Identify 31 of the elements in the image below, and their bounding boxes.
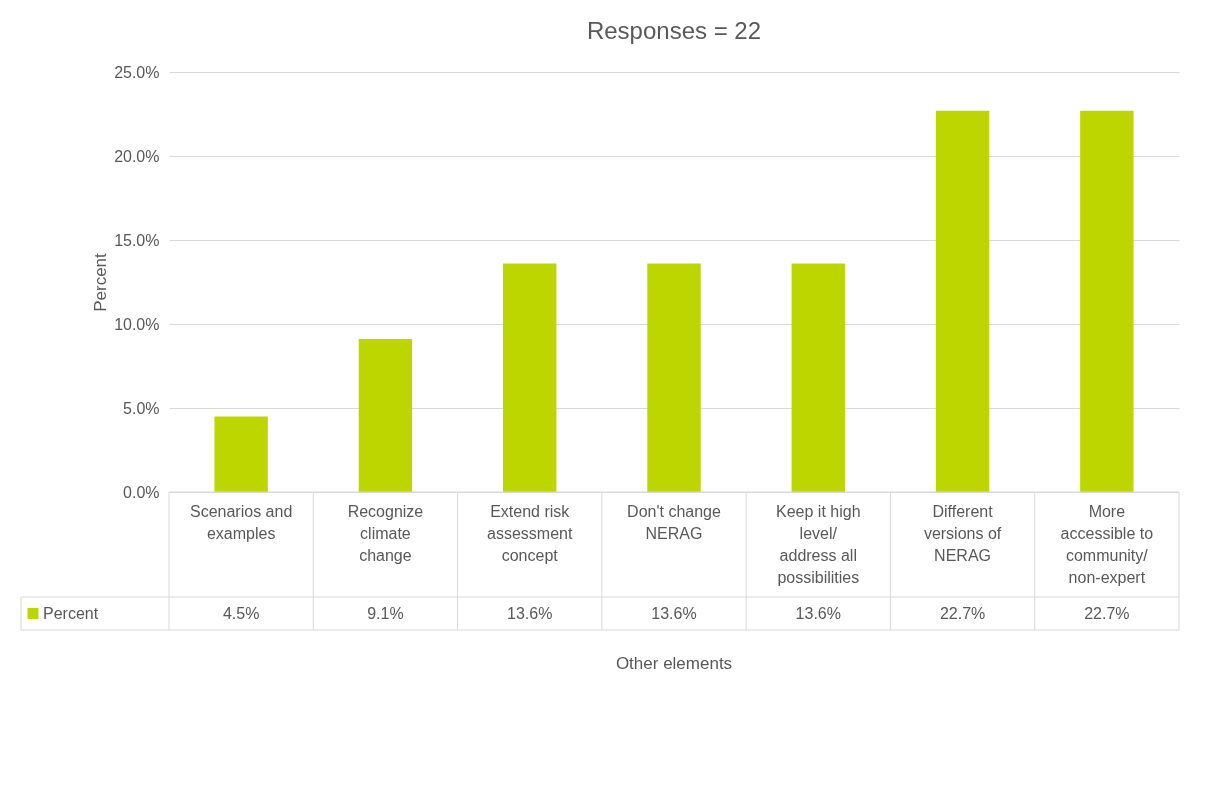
- bar: [935, 110, 990, 492]
- bar: [1080, 110, 1134, 492]
- data-label: 13.6%: [507, 604, 553, 622]
- x-tick-label: Different versions of NERAG: [923, 503, 1002, 564]
- x-tick-label: Scenarios and examples: [189, 503, 293, 542]
- x-tick-label: Don't change NERAG: [627, 503, 721, 542]
- y-tick-label: 20.0%: [114, 147, 160, 165]
- data-label: 22.7%: [939, 604, 986, 622]
- bar: [214, 416, 268, 492]
- y-tick-label: 15.0%: [114, 231, 160, 249]
- data-label: 13.6%: [795, 604, 841, 622]
- bar: [647, 263, 701, 492]
- x-axis-title: Other elements: [615, 654, 733, 673]
- y-tick-label: 0.0%: [123, 483, 160, 501]
- bar: [358, 339, 413, 492]
- y-tick-label: 5.0%: [123, 399, 160, 417]
- y-axis-title: Percent: [91, 252, 111, 312]
- y-tick-label: 25.0%: [114, 63, 160, 81]
- x-tick-label: More accessible to community/ non-expert: [1060, 503, 1154, 586]
- data-label: 13.6%: [651, 604, 697, 622]
- y-tick-label: 10.0%: [114, 315, 160, 333]
- x-tick-label: Keep it high level/ address all possibilities: [776, 503, 861, 586]
- x-tick-label: Recognize climate change: [347, 503, 424, 564]
- data-label: 22.7%: [1084, 604, 1130, 622]
- data-label: 9.1%: [367, 604, 404, 622]
- data-label: 4.5%: [222, 604, 260, 622]
- bar: [503, 263, 557, 492]
- bar: [791, 263, 845, 492]
- legend-label: Percent: [43, 604, 99, 622]
- chart-title: Responses = 22: [586, 17, 762, 44]
- x-tick-label: Extend risk assessment concept: [487, 503, 573, 564]
